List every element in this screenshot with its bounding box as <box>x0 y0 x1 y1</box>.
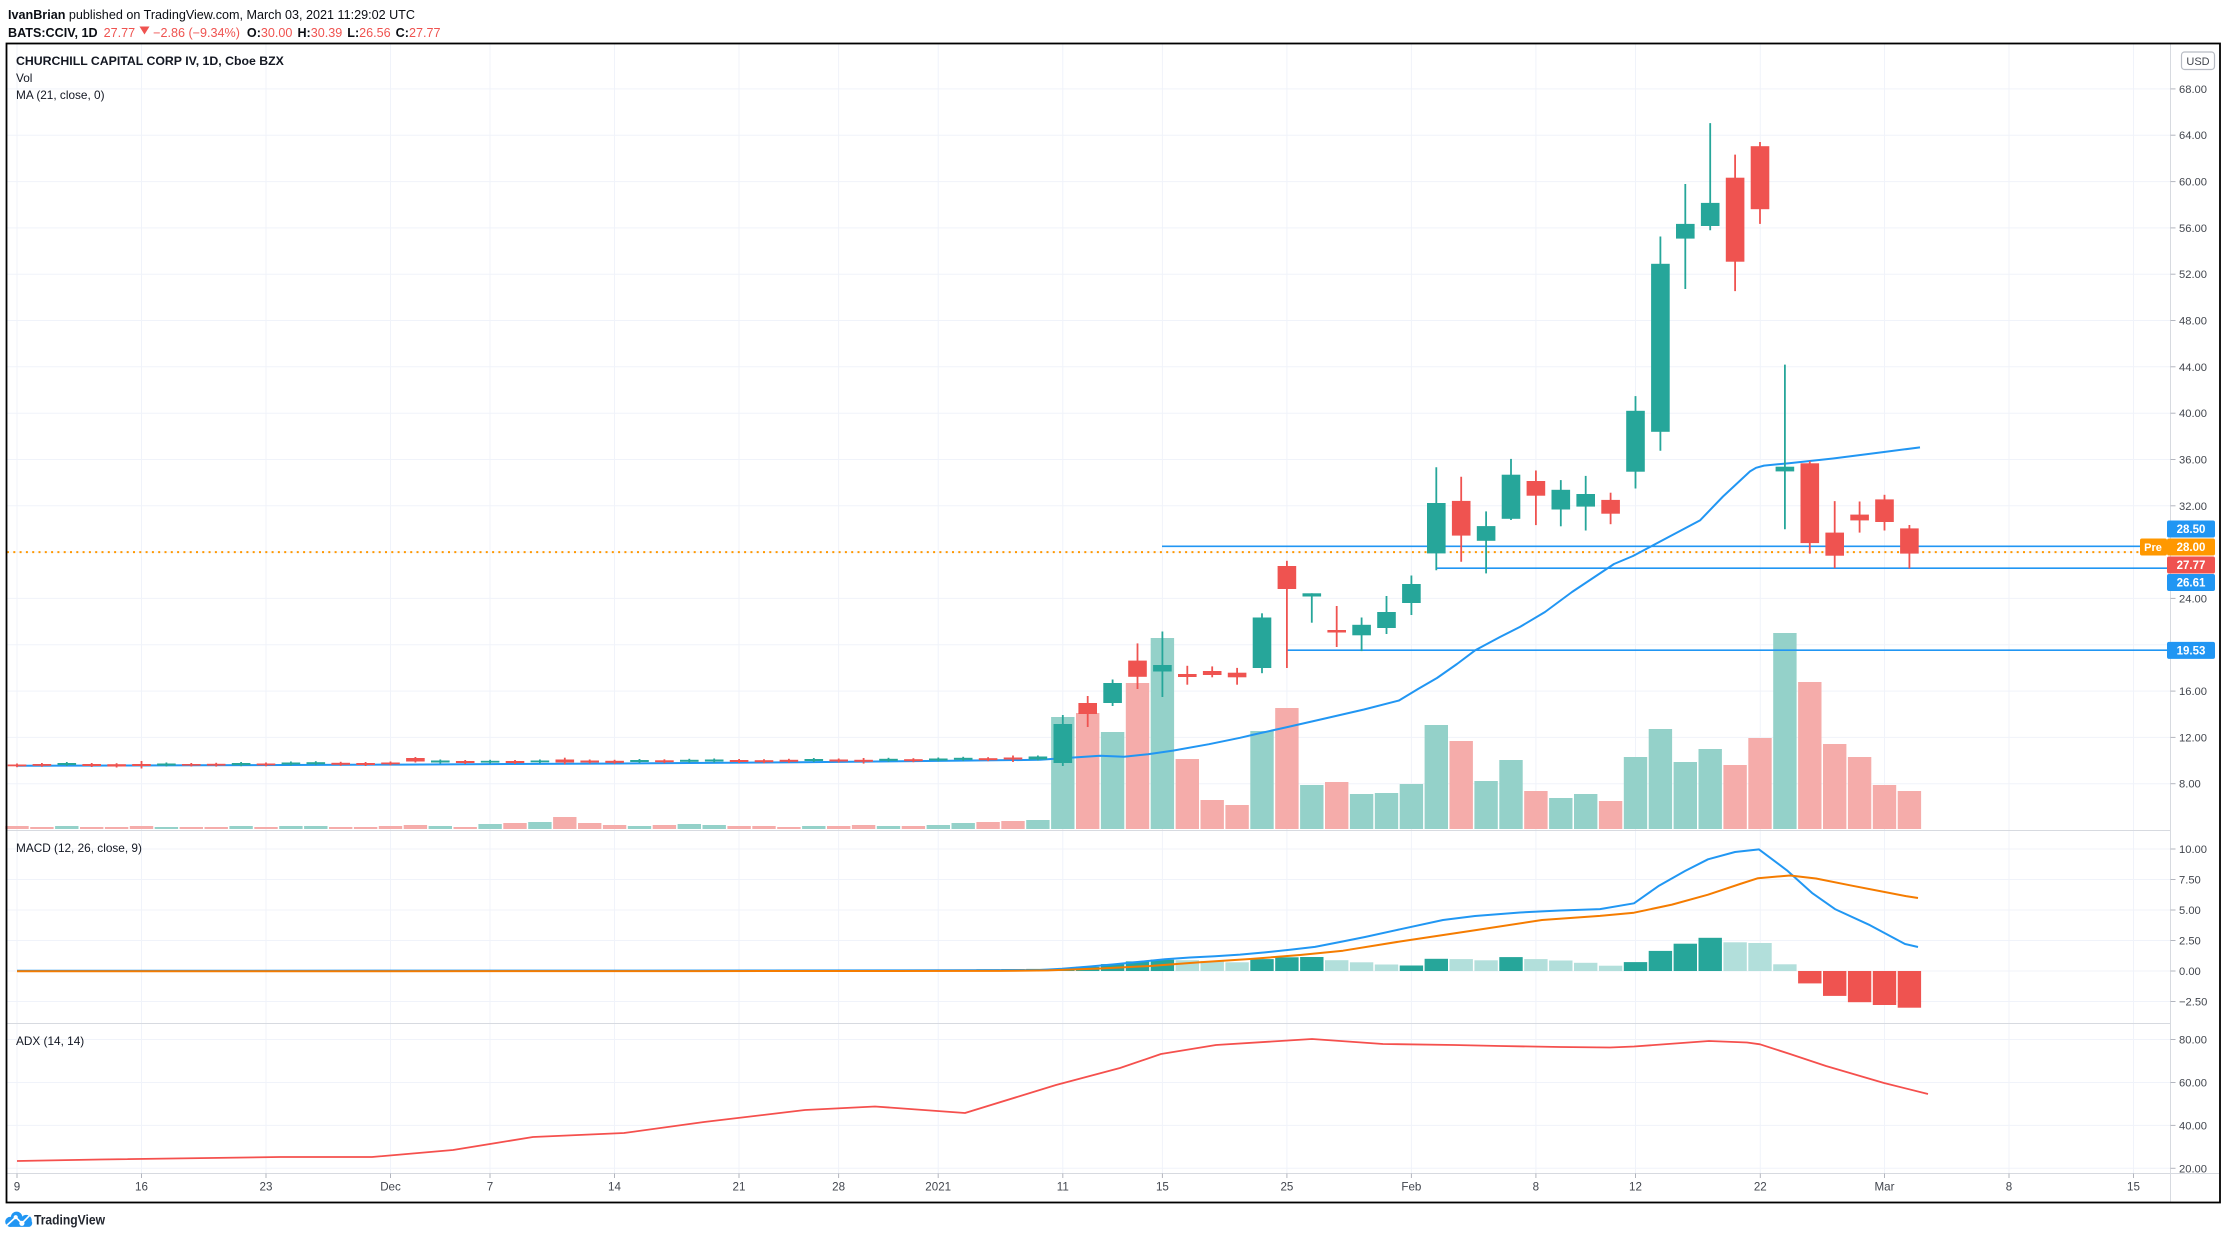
svg-text:11: 11 <box>1057 1181 1069 1194</box>
svg-text:32.00: 32.00 <box>2179 501 2207 513</box>
svg-text:28.00: 28.00 <box>2177 542 2206 554</box>
svg-text:CHURCHILL CAPITAL CORP IV, 1D,: CHURCHILL CAPITAL CORP IV, 1D, Cboe BZX <box>16 54 285 68</box>
svg-text:12.00: 12.00 <box>2179 732 2207 744</box>
svg-text:5.00: 5.00 <box>2179 905 2201 917</box>
svg-text:36.00: 36.00 <box>2179 455 2207 467</box>
svg-text:48.00: 48.00 <box>2179 316 2207 328</box>
svg-text:24.00: 24.00 <box>2179 593 2207 605</box>
svg-text:21: 21 <box>733 1181 746 1194</box>
svg-text:Dec: Dec <box>380 1181 401 1194</box>
svg-text:23: 23 <box>260 1181 273 1194</box>
svg-text:TradingView: TradingView <box>34 1212 105 1228</box>
svg-text:−2.50: −2.50 <box>2179 997 2207 1009</box>
svg-text:7.50: 7.50 <box>2179 875 2201 887</box>
svg-text:MACD (12, 26, close, 9): MACD (12, 26, close, 9) <box>16 841 142 855</box>
svg-text:Vol: Vol <box>16 71 32 85</box>
svg-text:80.00: 80.00 <box>2179 1035 2207 1047</box>
svg-text:15: 15 <box>2127 1181 2140 1194</box>
svg-text:14: 14 <box>608 1181 621 1194</box>
svg-text:52.00: 52.00 <box>2179 269 2207 281</box>
svg-text:USD: USD <box>2186 56 2209 68</box>
svg-text:2021: 2021 <box>925 1181 951 1194</box>
svg-text:MA (21, close, 0): MA (21, close, 0) <box>16 88 105 102</box>
svg-text:16: 16 <box>135 1181 148 1194</box>
svg-text:60.00: 60.00 <box>2179 1078 2207 1090</box>
svg-text:44.00: 44.00 <box>2179 362 2207 374</box>
svg-text:15: 15 <box>1156 1181 1169 1194</box>
svg-text:40.00: 40.00 <box>2179 1120 2207 1132</box>
svg-text:28.50: 28.50 <box>2177 524 2206 536</box>
svg-text:12: 12 <box>1629 1181 1642 1194</box>
svg-text:56.00: 56.00 <box>2179 223 2207 235</box>
svg-text:40.00: 40.00 <box>2179 408 2207 420</box>
svg-text:16.00: 16.00 <box>2179 686 2207 698</box>
svg-text:8: 8 <box>2006 1181 2012 1194</box>
svg-text:Pre: Pre <box>2144 542 2162 554</box>
svg-text:8: 8 <box>1533 1181 1539 1194</box>
svg-text:27.77: 27.77 <box>2177 560 2206 572</box>
svg-text:Mar: Mar <box>1875 1181 1895 1194</box>
svg-text:0.00: 0.00 <box>2179 966 2201 978</box>
svg-text:19.53: 19.53 <box>2177 645 2206 657</box>
svg-text:10.00: 10.00 <box>2179 844 2207 856</box>
svg-text:7: 7 <box>487 1181 493 1194</box>
svg-text:20.00: 20.00 <box>2179 1163 2207 1175</box>
svg-text:22: 22 <box>1754 1181 1767 1194</box>
svg-text:68.00: 68.00 <box>2179 84 2207 96</box>
svg-text:26.61: 26.61 <box>2177 578 2206 590</box>
svg-text:64.00: 64.00 <box>2179 130 2207 142</box>
svg-text:ADX (14, 14): ADX (14, 14) <box>16 1034 84 1048</box>
svg-text:28: 28 <box>832 1181 845 1194</box>
svg-text:25: 25 <box>1280 1181 1293 1194</box>
svg-text:2.50: 2.50 <box>2179 936 2201 948</box>
svg-text:Feb: Feb <box>1401 1181 1421 1194</box>
svg-text:IvanBrian published on Trading: IvanBrian published on TradingView.com, … <box>8 8 415 22</box>
svg-text:9: 9 <box>14 1181 20 1194</box>
svg-text:8.00: 8.00 <box>2179 779 2201 791</box>
svg-text:60.00: 60.00 <box>2179 177 2207 189</box>
